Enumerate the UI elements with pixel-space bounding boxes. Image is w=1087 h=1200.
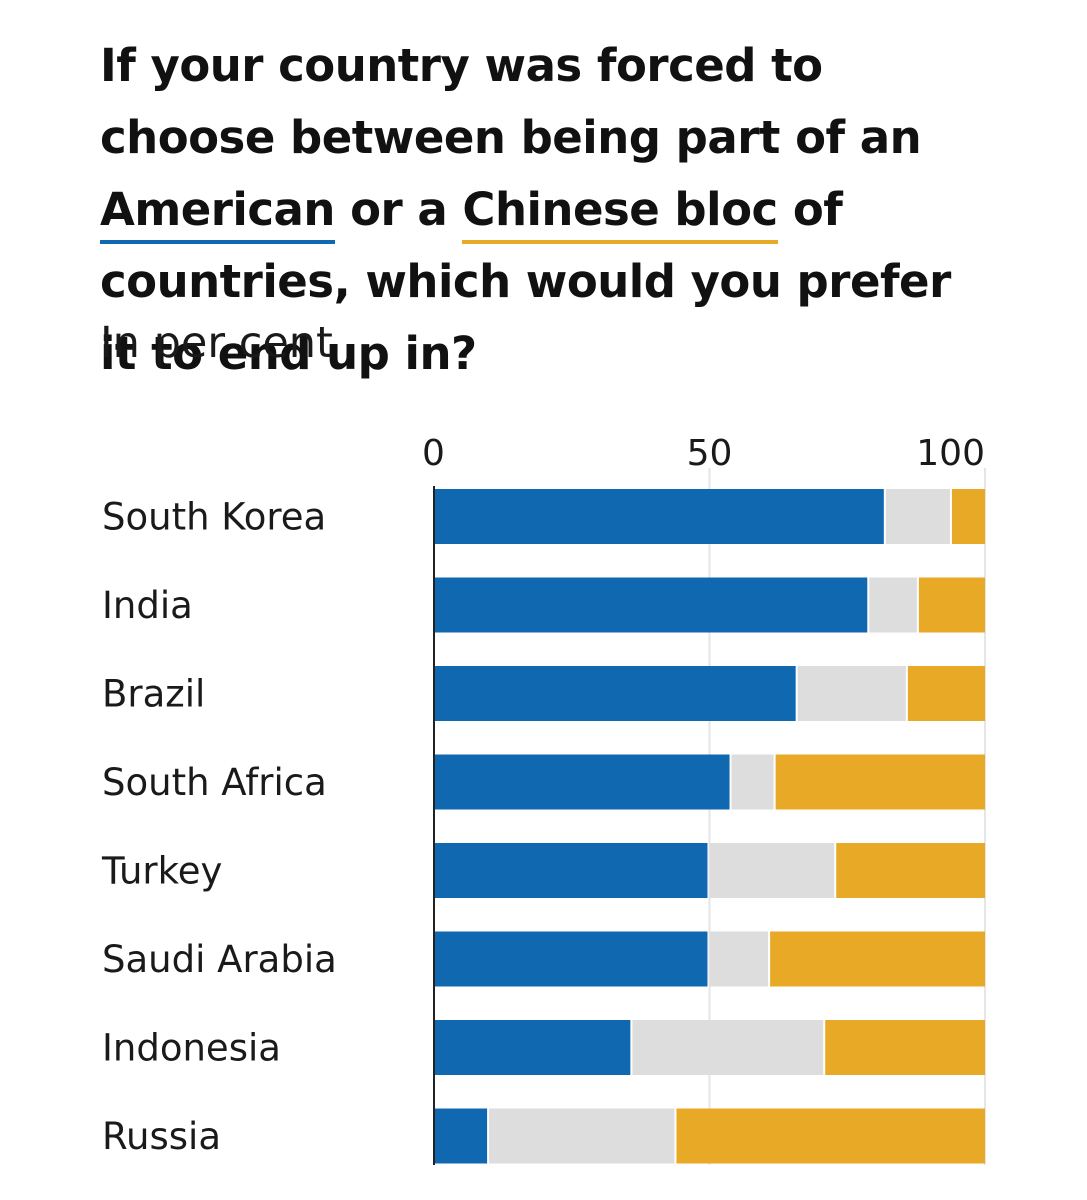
bar-india-series-2 bbox=[869, 577, 917, 633]
bar-south-africa-series-2 bbox=[731, 754, 774, 810]
bar-india-series-1 bbox=[434, 577, 868, 633]
bar-brazil-series-1 bbox=[434, 666, 796, 721]
bar-south-africa-series-1 bbox=[434, 754, 730, 810]
bar-russia-series-3 bbox=[676, 1108, 985, 1164]
bar-south-africa-series-3 bbox=[775, 754, 985, 810]
country-label-turkey: Turkey bbox=[101, 850, 222, 893]
bar-turkey-series-3 bbox=[836, 843, 985, 898]
chart-title: If your country was forced to choose bet… bbox=[100, 30, 1000, 390]
x-tick-label-50: 50 bbox=[687, 433, 733, 474]
country-label-saudi-arabia: Saudi Arabia bbox=[102, 938, 337, 981]
bar-turkey-series-2 bbox=[709, 843, 835, 898]
country-label-russia: Russia bbox=[102, 1115, 221, 1158]
bar-indonesia-series-3 bbox=[825, 1020, 985, 1075]
bar-turkey-series-1 bbox=[434, 843, 708, 898]
bar-india-series-3 bbox=[918, 577, 985, 633]
bar-russia-series-1 bbox=[434, 1108, 488, 1164]
chart-subtitle: In per cent bbox=[100, 318, 333, 368]
country-label-brazil: Brazil bbox=[102, 673, 205, 716]
bar-brazil-series-3 bbox=[907, 666, 985, 721]
x-tick-label-100: 100 bbox=[916, 433, 985, 474]
title-part-3: of countries, which would you prefer it … bbox=[100, 183, 951, 380]
x-tick-label-0: 0 bbox=[422, 433, 445, 474]
bar-south-korea-series-1 bbox=[434, 489, 884, 544]
bar-russia-series-2 bbox=[489, 1108, 675, 1164]
country-label-indonesia: Indonesia bbox=[102, 1027, 281, 1070]
country-label-south-korea: South Korea bbox=[102, 496, 326, 539]
title-part-2: or a bbox=[334, 183, 463, 236]
bar-indonesia-series-2 bbox=[632, 1020, 824, 1075]
x-axis-ticks: 0 50 100 bbox=[422, 433, 985, 474]
bar-saudi-arabia-series-3 bbox=[770, 931, 985, 987]
bar-indonesia-series-1 bbox=[434, 1020, 631, 1075]
title-american-highlight: American bbox=[100, 180, 335, 244]
bar-saudi-arabia-series-2 bbox=[709, 931, 769, 987]
bar-south-korea-series-3 bbox=[951, 489, 985, 544]
bars bbox=[434, 489, 985, 1164]
country-label-south-africa: South Africa bbox=[102, 761, 327, 804]
country-labels: South Korea India Brazil South Africa Turkey… bbox=[101, 496, 337, 1159]
bar-saudi-arabia-series-1 bbox=[434, 931, 708, 987]
title-chinese-highlight: Chinese bloc bbox=[462, 180, 778, 244]
country-label-india: India bbox=[102, 584, 193, 627]
bar-brazil-series-2 bbox=[797, 666, 906, 721]
title-part-1: If your country was forced to choose bet… bbox=[100, 39, 922, 164]
bar-south-korea-series-2 bbox=[885, 489, 950, 544]
